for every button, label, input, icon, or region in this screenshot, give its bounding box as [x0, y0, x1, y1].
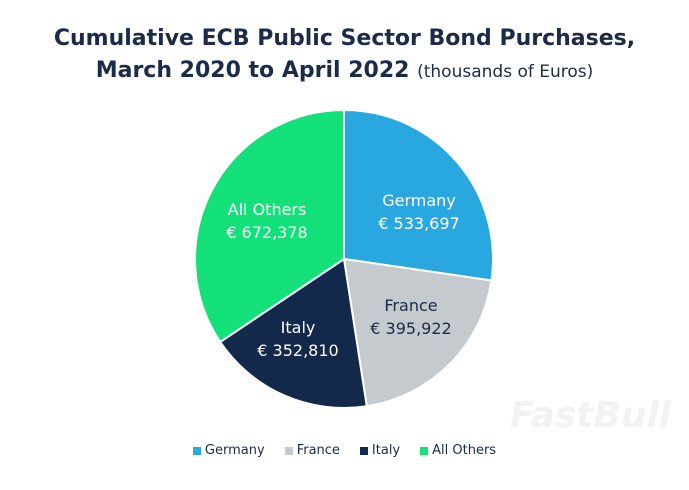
pie-slice-italy	[218, 257, 368, 409]
pie-slice-france	[342, 257, 493, 408]
slice-value-label: € 352,810	[257, 341, 338, 360]
legend-label: Italy	[371, 443, 401, 458]
legend: Germany France Italy All Others	[0, 443, 689, 458]
legend-swatch	[192, 446, 201, 455]
legend-item: All Others	[420, 443, 496, 458]
watermark-logo: FastBull	[510, 395, 672, 436]
legend-item: France	[284, 443, 340, 458]
legend-label: Germany	[204, 443, 265, 458]
legend-item: Germany	[192, 443, 265, 458]
slice-value-label: € 672,378	[226, 223, 307, 242]
legend-swatch	[420, 446, 429, 455]
legend-swatch	[359, 446, 368, 455]
legend-swatch	[284, 446, 293, 455]
chart-title-period: March 2020 to April 2022	[95, 58, 410, 83]
chart-title-line2: March 2020 to April 2022 (thousands of E…	[0, 58, 689, 83]
chart-title-line1: Cumulative ECB Public Sector Bond Purcha…	[53, 26, 636, 51]
chart-subtitle: (thousands of Euros)	[417, 62, 594, 82]
slice-name-label: Italy	[281, 318, 316, 337]
slice-value-label: € 533,697	[378, 214, 459, 233]
slice-name-label: All Others	[228, 200, 307, 219]
pie-slice-all-others	[194, 108, 345, 344]
pie-slice-germany	[343, 108, 494, 282]
slice-value-label: € 395,922	[370, 319, 451, 338]
legend-label: France	[296, 443, 340, 458]
legend-label: All Others	[432, 443, 497, 458]
slice-name-label: Germany	[382, 191, 456, 210]
slice-name-label: France	[384, 296, 437, 315]
legend-item: Italy	[359, 443, 401, 458]
